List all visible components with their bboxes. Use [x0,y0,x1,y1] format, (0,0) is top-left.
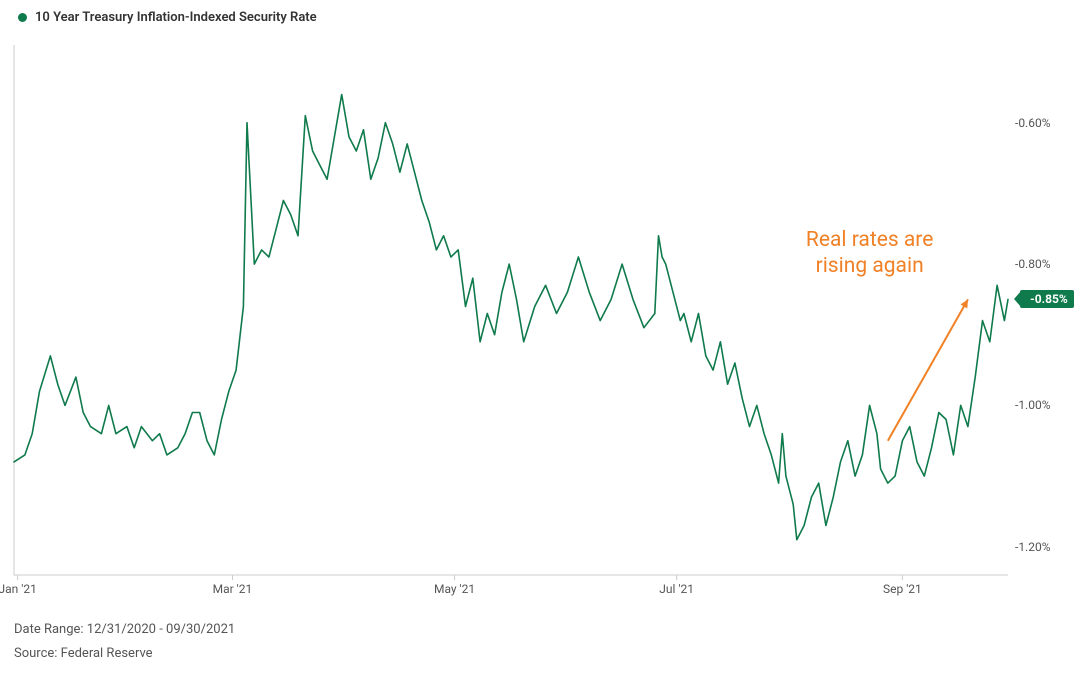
y-tick-label: -1.20% [1015,540,1051,554]
annotation-text: Real rates are rising again [770,227,970,280]
source-label: Source: Federal Reserve [14,646,153,661]
last-value-flag: -0.85% [1020,290,1074,308]
line-chart [0,0,1080,675]
annotation-arrow [888,299,968,440]
x-tick-label: Jan '21 [0,582,37,596]
x-tick-label: Sep '21 [883,582,922,596]
x-tick-label: Mar '21 [213,582,253,596]
plot-border [14,45,1008,575]
x-tick-label: Jul '21 [659,582,694,596]
annotation-line-2: rising again [816,254,924,278]
last-value-label: -0.85% [1030,292,1068,306]
chart-wrapper: 10 Year Treasury Inflation-Indexed Secur… [0,0,1080,675]
x-tick-label: May '21 [434,582,475,596]
y-tick-label: -0.80% [1015,257,1051,271]
date-range-label: Date Range: 12/31/2020 - 09/30/2021 [14,622,235,637]
y-tick-label: -0.60% [1015,116,1051,130]
series-line [14,95,1008,540]
annotation-line-1: Real rates are [806,228,933,252]
y-tick-label: -1.00% [1015,398,1051,412]
